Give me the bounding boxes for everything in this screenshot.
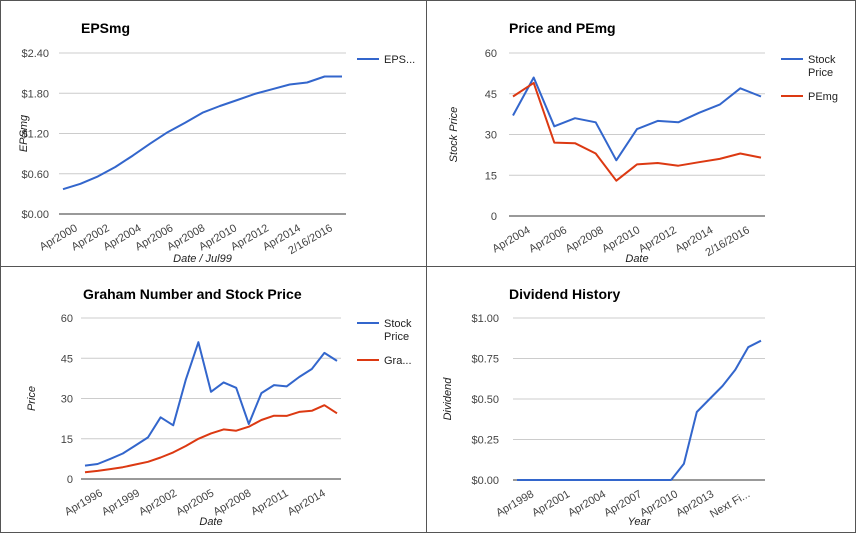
x-tick-label: Next Fi...: [708, 488, 752, 520]
y-tick-label: 15: [485, 170, 497, 182]
y-tick-label: 30: [61, 394, 73, 406]
y-tick-label: 60: [485, 48, 497, 60]
eps-chart-panel: EPSmg $0.00 $0.60 $1.20 $1.80 $2.40 Apr2000 Apr…: [0, 0, 427, 267]
x-axis-label: Date: [199, 516, 222, 528]
x-tick-label: Apr2002: [137, 487, 179, 518]
y-axis-label: Stock Price: [448, 107, 460, 163]
series-line-1: [84, 341, 338, 467]
x-tick-label: Apr2004: [490, 224, 532, 255]
y-tick-label: 45: [485, 89, 497, 101]
dividend-chart: Dividend History $0.00 $0.25 $0.50 $0.75 $1.0…: [442, 286, 765, 528]
x-axis-label: Date / Jul99: [173, 253, 232, 265]
x-tick-label: Apr2004: [566, 488, 608, 519]
y-tick-label: $0.00: [471, 475, 499, 487]
y-tick-label: 30: [485, 130, 497, 142]
chart-title: Price and PEmg: [509, 20, 616, 36]
series-line-1: [517, 339, 762, 481]
x-tick-label: Apr2010: [600, 224, 642, 255]
y-tick-label: $0.60: [21, 169, 49, 181]
series-line-1: [62, 75, 342, 191]
x-axis-label: Year: [628, 516, 652, 528]
eps-chart: EPSmg$0.00$0.60$1.20$1.80$2.40Apr2000Apr…: [18, 20, 415, 265]
y-tick-label: 0: [491, 211, 497, 223]
x-tick-label: Apr2008: [564, 224, 606, 255]
series-line-1: [512, 76, 762, 162]
x-tick-label: Apr2011: [249, 487, 290, 518]
y-tick-label: $1.00: [471, 313, 499, 325]
x-tick-label: Apr2005: [174, 487, 216, 518]
legend-label: Stock Price: [808, 54, 836, 79]
y-axis-label: Dividend: [442, 377, 454, 421]
y-tick-label: 60: [61, 313, 73, 325]
chart-title: Graham Number and Stock Price: [83, 286, 302, 302]
dividend-chart-panel: Dividend History $0.00 $0.25 $0.50 $0.75 $1.0…: [426, 266, 856, 533]
y-tick-label: 15: [61, 434, 73, 446]
series-line-2: [512, 81, 762, 182]
y-tick-label: $0.50: [471, 394, 499, 406]
y-tick-label: $0.25: [471, 435, 499, 447]
y-tick-label: $0.00: [21, 209, 49, 221]
y-tick-label: 45: [61, 353, 73, 365]
x-tick-label: Apr2006: [527, 224, 569, 255]
x-tick-label: Apr1996: [63, 487, 105, 518]
legend-label: Stock Price: [384, 318, 412, 343]
graham-chart: Graham Number and Stock Price 0 15 30 45 60 Ap…: [26, 286, 412, 528]
y-tick-label: $0.75: [471, 354, 499, 366]
y-tick-label: 0: [67, 474, 73, 486]
chart-title: Dividend History: [509, 286, 620, 302]
y-axis-label: EPSmg: [18, 114, 30, 152]
x-tick-label: Apr2012: [637, 224, 679, 255]
price-pe-chart-panel: Price and PEmg 0 15 30 45 60 Apr2004 Apr2006 Apr…: [426, 0, 856, 267]
x-axis-label: Date: [625, 253, 648, 265]
series-line-2: [84, 404, 338, 474]
x-tick-label: Apr2008: [211, 487, 253, 518]
y-tick-label: $2.40: [21, 48, 49, 60]
x-tick-label: Apr1998: [494, 488, 536, 519]
price-pe-chart: Price and PEmg015304560Apr2004Apr2006Apr…: [448, 20, 838, 265]
legend-label: PEmg: [808, 91, 838, 103]
chart-title: EPSmg: [81, 20, 130, 36]
y-tick-label: $1.80: [21, 88, 49, 100]
y-axis-label: Price: [26, 386, 38, 411]
x-tick-label: Apr1999: [100, 487, 142, 518]
x-tick-label: Apr2001: [530, 488, 572, 519]
graham-chart-panel: Graham Number and Stock Price 0 15 30 45 60 Ap…: [0, 266, 427, 533]
legend-label: Gra...: [384, 355, 412, 367]
x-tick-label: Apr2007: [602, 488, 644, 519]
y-tick-label: $1.20: [21, 129, 49, 141]
x-tick-label: Apr2010: [638, 488, 680, 519]
x-tick-label: Apr2014: [286, 487, 328, 518]
legend-label: EPS...: [384, 54, 415, 66]
